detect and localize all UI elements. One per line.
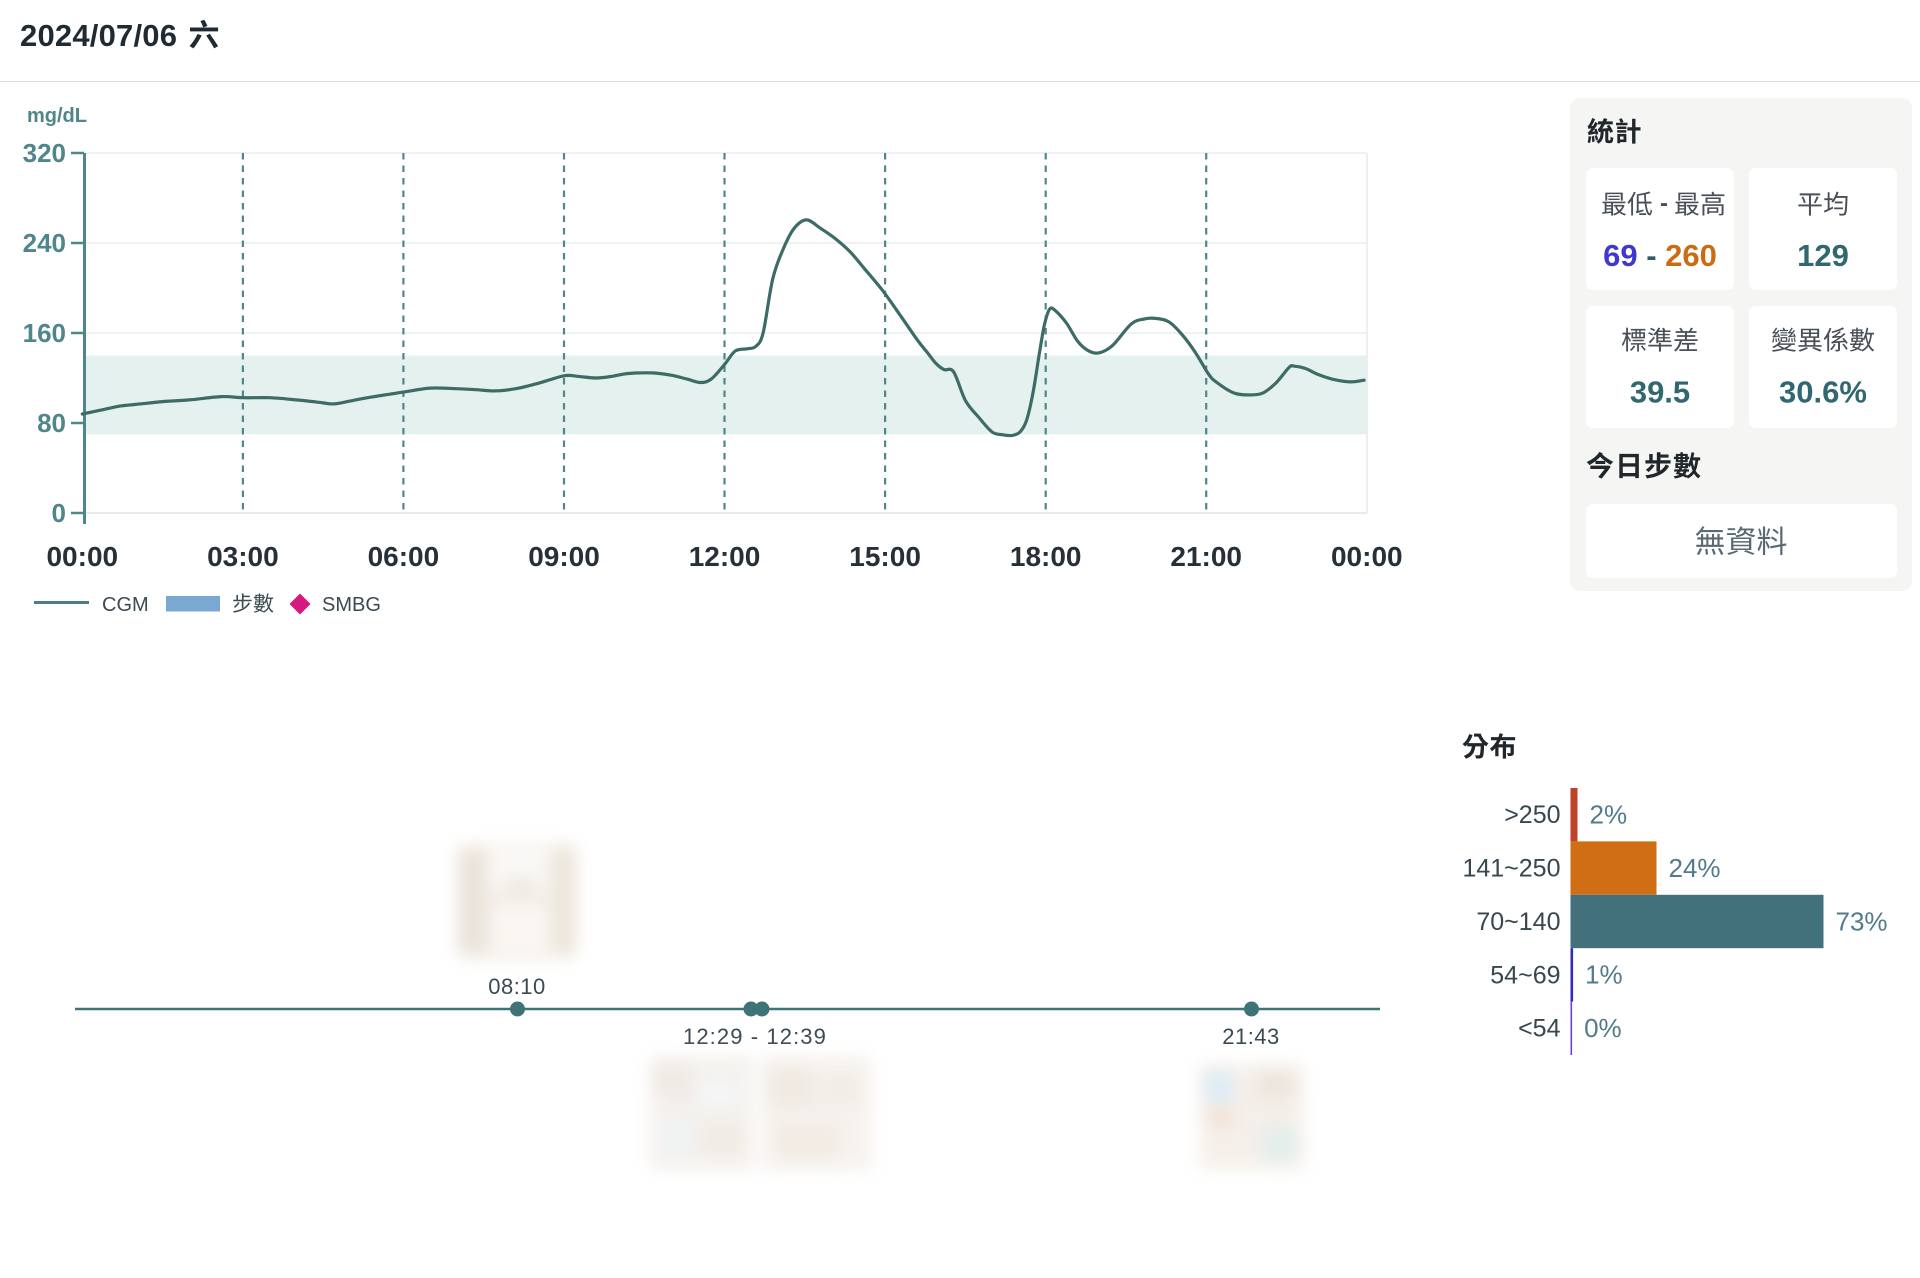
svg-text:12:00: 12:00 [689,541,761,572]
svg-text:73%: 73% [1836,906,1888,936]
svg-text:03:00: 03:00 [207,541,279,572]
svg-text:06:00: 06:00 [368,541,440,572]
svg-text:00:00: 00:00 [1331,541,1403,572]
svg-text:21:43: 21:43 [1222,1024,1280,1049]
svg-text:0: 0 [52,498,66,528]
svg-text:0%: 0% [1584,1013,1622,1043]
svg-text:54~69: 54~69 [1490,961,1560,989]
svg-text:70~140: 70~140 [1476,908,1560,936]
svg-text:12:29 - 12:39: 12:29 - 12:39 [683,1024,827,1049]
svg-text:129: 129 [1797,238,1849,273]
svg-text:141~250: 141~250 [1462,855,1560,883]
svg-text:80: 80 [37,408,66,438]
svg-text:15:00: 15:00 [849,541,921,572]
svg-text:CGM: CGM [102,594,149,616]
svg-text:>250: >250 [1504,801,1560,829]
svg-text:21:00: 21:00 [1170,541,1242,572]
svg-text:160: 160 [23,318,66,348]
svg-text:-: - [1660,190,1668,217]
svg-text:240: 240 [23,228,66,258]
svg-text:18:00: 18:00 [1010,541,1082,572]
svg-text:1%: 1% [1585,960,1623,990]
svg-text:69 - 260: 69 - 260 [1603,238,1717,273]
svg-text:09:00: 09:00 [528,541,600,572]
svg-text:mg/dL: mg/dL [27,105,87,127]
svg-text:SMBG: SMBG [322,594,381,616]
svg-text:00:00: 00:00 [46,541,118,572]
svg-text:320: 320 [23,138,66,168]
svg-text:2%: 2% [1590,800,1628,830]
svg-text:39.5: 39.5 [1630,375,1690,410]
svg-text:08:10: 08:10 [488,974,546,999]
svg-text:30.6%: 30.6% [1779,375,1867,410]
svg-text:24%: 24% [1669,853,1721,883]
svg-text:<54: <54 [1518,1015,1561,1043]
